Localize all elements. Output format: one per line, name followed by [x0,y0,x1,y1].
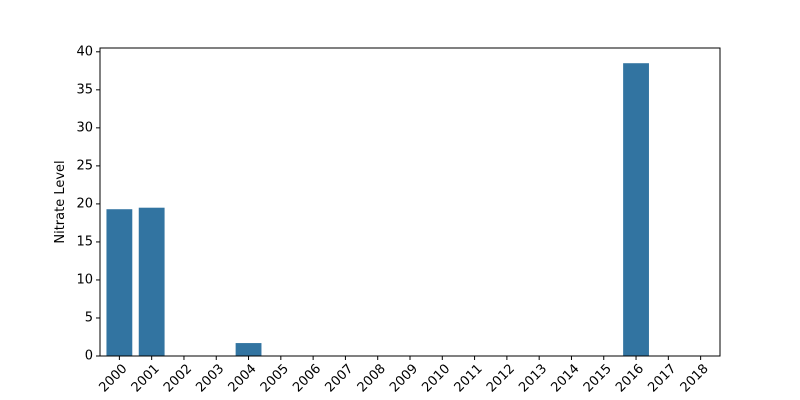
plot-frame [99,47,721,357]
y-tick-label: 0 [85,349,93,364]
y-tick-label: 35 [76,82,93,97]
plot-area [100,48,720,356]
bar-2001 [138,207,165,356]
y-tick-label: 5 [85,310,93,325]
y-tick-label: 15 [76,234,93,249]
y-tick-label: 10 [76,272,93,287]
y-tick-label: 40 [76,44,93,59]
bar-2000 [106,209,133,356]
y-axis-ticks: 0 5 10 15 20 25 30 35 40 [76,44,100,364]
y-tick-label: 20 [76,196,93,211]
bars-layer [106,63,649,357]
bar-2004 [235,343,262,356]
y-axis-label: Nitrate Level [53,160,68,243]
y-tick-label: 25 [76,158,93,173]
bar-2016 [623,63,649,357]
y-tick-label: 30 [76,120,93,135]
